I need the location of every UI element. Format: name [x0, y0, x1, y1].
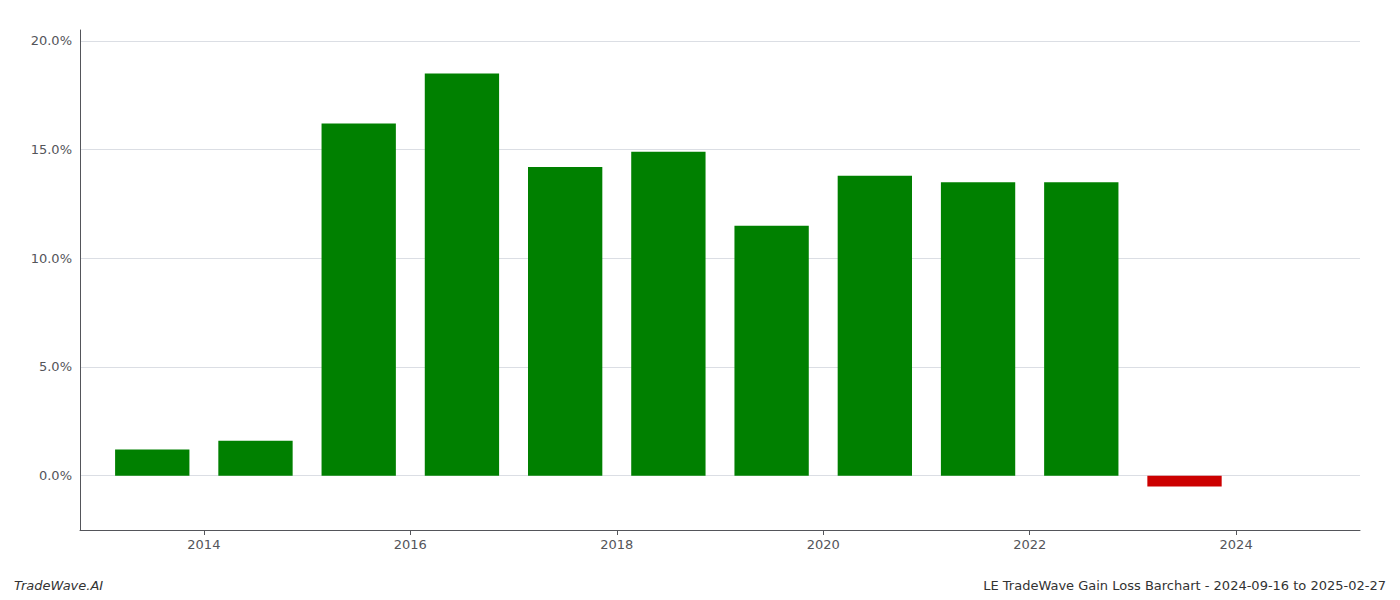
svg-text:TradeWave.AI: TradeWave.AI	[14, 578, 103, 593]
svg-text:2018: 2018	[600, 537, 633, 552]
svg-text:2016: 2016	[394, 537, 427, 552]
svg-text:20.0%: 20.0%	[31, 33, 72, 48]
svg-text:LE TradeWave Gain Loss Barchar: LE TradeWave Gain Loss Barchart - 2024-0…	[983, 578, 1386, 593]
svg-text:10.0%: 10.0%	[31, 251, 72, 266]
svg-text:5.0%: 5.0%	[39, 359, 72, 374]
svg-text:15.0%: 15.0%	[31, 142, 72, 157]
svg-text:2024: 2024	[1220, 537, 1253, 552]
svg-text:2020: 2020	[807, 537, 840, 552]
svg-text:2014: 2014	[187, 537, 220, 552]
svg-text:2022: 2022	[1013, 537, 1046, 552]
svg-text:0.0%: 0.0%	[39, 468, 72, 483]
